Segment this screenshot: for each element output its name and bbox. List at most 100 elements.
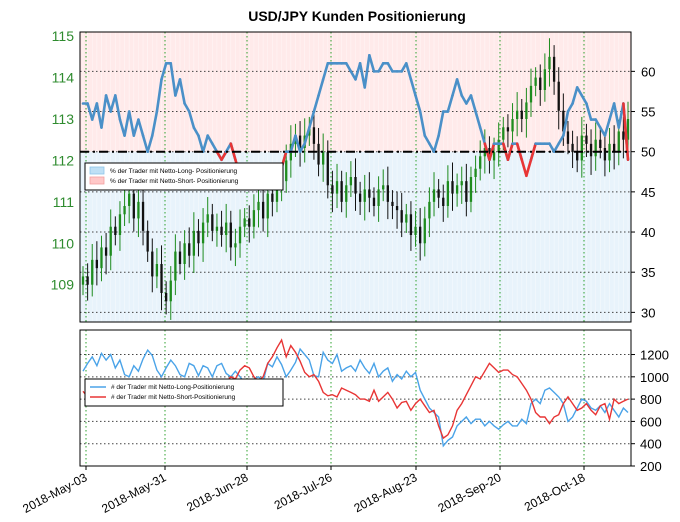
candle-body <box>391 201 394 206</box>
long-pct-segment <box>571 86 579 105</box>
candle-body <box>437 189 440 198</box>
long-pct-segment <box>206 134 214 145</box>
long-pct-segment <box>123 110 131 137</box>
candle-body <box>354 177 357 194</box>
candle-body <box>285 160 288 182</box>
long-pct-segment <box>469 94 477 113</box>
candle-body <box>515 110 519 119</box>
short-pct-segment <box>506 142 514 162</box>
right-tick-label: 35 <box>641 265 655 280</box>
candle-body <box>562 110 565 132</box>
long-pct-segment <box>298 142 306 153</box>
candle-body <box>451 181 454 194</box>
candle-body <box>331 185 334 194</box>
candle-body <box>81 276 85 285</box>
top-legend: % der Trader mit Netto-Long- Positionier… <box>84 162 284 191</box>
candle-body <box>497 139 500 153</box>
long-pct-segment <box>192 126 200 137</box>
left-tick-label: 110 <box>52 235 75 251</box>
x-tick-label: 2018-Jun-28 <box>184 470 250 514</box>
candle-body <box>128 193 131 206</box>
right-tick-label: 50 <box>641 145 655 160</box>
candle-body <box>340 181 343 202</box>
long-pct-segment <box>446 94 454 113</box>
candle-body <box>585 135 588 144</box>
long-pct-segment <box>423 134 431 145</box>
bottom-legend-label: # der Trader mit Netto-Long-Positionieru… <box>111 384 235 391</box>
candle-body <box>206 214 209 223</box>
long-pct-segment <box>414 94 422 113</box>
candle-body <box>368 189 371 198</box>
short-pct-segment <box>488 142 496 162</box>
long-pct-segment <box>183 102 191 113</box>
candle-body <box>141 201 145 231</box>
bottom-legend-label: # der Trader mit Netto-Short-Positionier… <box>111 394 236 401</box>
candle-body <box>183 243 186 264</box>
candle-body <box>312 127 316 144</box>
long-pct-segment <box>289 134 297 153</box>
long-pct-segment <box>612 102 621 129</box>
candle-body <box>502 127 505 140</box>
candle-body <box>123 206 126 215</box>
candle-body <box>211 214 214 231</box>
candle-body <box>160 264 163 293</box>
x-tick-label: 2018-May-03 <box>20 470 89 516</box>
left-tick-label: 112 <box>52 152 75 168</box>
long-pct-segment <box>160 62 168 81</box>
candle-body <box>409 214 413 235</box>
candle-body <box>322 152 325 165</box>
candle-body <box>382 185 385 190</box>
long-pct-segment <box>132 118 140 137</box>
right-tick-label: 30 <box>641 305 655 320</box>
candle-body <box>151 251 154 277</box>
right-tick-label: 40 <box>641 225 655 240</box>
long-pct-segment <box>363 53 371 89</box>
right-tick-label: 60 <box>641 64 655 79</box>
long-pct-segment <box>405 62 413 81</box>
candle-body <box>511 119 514 132</box>
candle-body <box>234 243 237 248</box>
candle-body <box>326 152 329 186</box>
candle-body <box>469 177 473 202</box>
long-pct-segment <box>303 126 311 145</box>
right-tick-label: 45 <box>641 185 655 200</box>
candle-body <box>474 168 477 177</box>
long-pct-segment <box>100 94 108 129</box>
short-pct-segment <box>220 150 228 162</box>
chart-title: USD/JPY Kunden Positionierung <box>248 8 466 24</box>
x-tick-label: 2018-May-31 <box>99 470 168 516</box>
right-tick-label: 600 <box>640 414 662 429</box>
right-tick-label: 200 <box>640 459 662 474</box>
left-tick-label: 115 <box>52 28 75 44</box>
long-pct-segment <box>344 62 353 73</box>
candle-body <box>608 143 611 161</box>
right-tick-label: 1000 <box>640 370 669 385</box>
candle-body <box>405 214 408 223</box>
long-pct-segment <box>478 126 487 145</box>
long-pct-segment <box>585 102 593 121</box>
long-pct-segment <box>155 78 163 113</box>
long-pct-segment <box>294 134 302 153</box>
candle-body <box>488 148 491 161</box>
candle-body <box>252 210 256 227</box>
candle-body <box>114 226 117 235</box>
long-pct-segment <box>557 134 565 145</box>
candle-body <box>428 201 431 219</box>
long-pct-segment <box>201 134 210 153</box>
candle-body <box>146 230 149 252</box>
long-pct-segment <box>432 134 440 153</box>
x-tick-label: 2018-Sep-20 <box>436 470 504 515</box>
candle-body <box>479 156 482 169</box>
candle-body <box>492 152 496 161</box>
long-pct-segment <box>95 102 103 129</box>
candle-body <box>266 193 269 219</box>
top-legend-box <box>84 162 284 191</box>
candle-body <box>548 56 551 70</box>
candle-body <box>188 243 191 256</box>
long-pct-segment <box>451 78 459 97</box>
candle-body <box>349 177 353 186</box>
long-pct-segment <box>575 86 584 97</box>
long-pct-segment <box>104 94 113 113</box>
candle-body <box>589 143 593 157</box>
